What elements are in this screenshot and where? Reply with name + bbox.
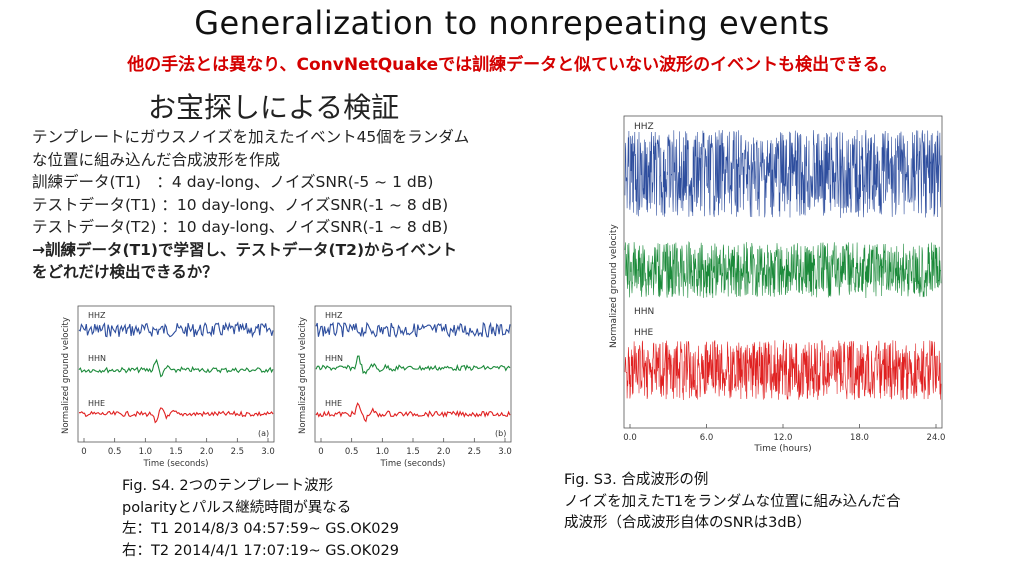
s3-legend-bg-hhn <box>630 304 664 317</box>
caption-line: Fig. S3. 合成波形の例 <box>564 472 709 488</box>
s3-label-hhn: HHN <box>634 307 654 317</box>
caption-line: 左：T1 2014/8/3 04:57:59~ GS.OK029 <box>122 521 399 537</box>
x-tick-label: 12.0 <box>774 433 793 443</box>
figure-s3-caption: Fig. S3. 合成波形の例 ノイズを加えたT1をランダムな位置に組み込んだ合… <box>564 470 901 535</box>
s4b-frame <box>314 305 512 443</box>
s4a-label-hhn: HHN <box>88 354 106 363</box>
s3-label-hhe: HHE <box>634 328 654 338</box>
slide-title: Generalization to nonrepeating events <box>194 4 830 42</box>
s4a-hhn-trace <box>78 358 274 378</box>
x-tick-label: 24.0 <box>927 433 946 443</box>
s3-hhe-trace <box>624 339 942 401</box>
caption-line: 右：T2 2014/4/1 17:07:19~ GS.OK029 <box>122 542 399 559</box>
s4b-hhz-trace <box>315 321 511 339</box>
x-tick-label: 6.0 <box>700 433 714 443</box>
s4b-label-hhz: HHZ <box>325 311 343 320</box>
s3-x-axis: 0.0 6.0 12.0 18.0 24.0 <box>623 424 945 443</box>
s4a-xlabel: Time (seconds) <box>143 459 209 469</box>
s4b-panel-label: (b) <box>495 429 506 438</box>
caption-line: Fig. S4. 2つのテンプレート波形 <box>122 478 334 494</box>
x-tick-label: 1.5 <box>406 447 420 457</box>
x-tick-label: 1.0 <box>376 447 390 457</box>
figure-s4-caption: Fig. S4. 2つのテンプレート波形 polarityとパルス継続時間が異な… <box>122 476 399 562</box>
x-tick-label: 1.0 <box>139 447 153 457</box>
x-tick-label: 0.5 <box>345 447 359 457</box>
body-line: な位置に組み込んだ合成波形を作成 <box>32 150 281 169</box>
s4b-label-hhn: HHN <box>325 354 343 363</box>
s4a-hhe-trace <box>79 407 274 424</box>
s4b-xlabel: Time (seconds) <box>380 459 446 469</box>
x-tick-label: 2.5 <box>231 447 245 457</box>
s3-label-hhz: HHZ <box>634 122 654 132</box>
s4a-x-axis: 0 0.5 1.0 1.5 2.0 2.5 3.0 <box>81 438 275 457</box>
s4b-x-axis: 0 0.5 1.0 1.5 2.0 2.5 3.0 <box>318 438 512 457</box>
x-tick-label: 18.0 <box>850 433 869 443</box>
x-tick-label: 3.0 <box>261 447 275 457</box>
x-tick-label: 1.5 <box>169 447 183 457</box>
x-tick-label: 0.0 <box>623 433 637 443</box>
s3-hhn-trace <box>624 241 942 299</box>
body-line: テストデータ(T1) ：10 day-long、ノイズSNR(-1 ~ 8 dB… <box>32 195 449 214</box>
x-tick-label: 2.5 <box>468 447 482 457</box>
s4b-label-hhe: HHE <box>325 399 342 408</box>
body-line: 訓練データ(T1) ：4 day-long、ノイズSNR(-5 ~ 1 dB) <box>32 173 434 191</box>
s4a-label-hhe: HHE <box>88 399 105 408</box>
conclusion-line: をどれだけ検出できるか？ <box>32 263 218 281</box>
figure-s4-panel-b: Normalized ground velocity HHZ HHN HHE (… <box>298 305 512 469</box>
x-tick-label: 0 <box>318 447 323 457</box>
s4a-panel-label: (a) <box>258 429 269 438</box>
s4a-label-hhz: HHZ <box>88 311 106 320</box>
s4b-ylabel: Normalized ground velocity <box>298 317 308 434</box>
body-text: テンプレートにガウスノイズを加えたイベント45個をランダム な位置に組み込んだ合… <box>32 126 592 284</box>
s3-hhz-trace <box>624 129 942 218</box>
caption-line: 成波形（合成波形自体のSNRは3dB） <box>564 515 812 531</box>
caption-line: polarityとパルス継続時間が異なる <box>122 499 352 516</box>
x-tick-label: 2.0 <box>437 447 451 457</box>
conclusion-line: →訓練データ(T1)で学習し、テストデータ(T2)からイベント <box>32 240 458 259</box>
s4a-ylabel: Normalized ground velocity <box>61 317 71 434</box>
x-tick-label: 3.0 <box>498 447 512 457</box>
body-line: テンプレートにガウスノイズを加えたイベント45個をランダム <box>32 128 470 146</box>
x-tick-label: 0.5 <box>108 447 122 457</box>
s3-legend-bg-hhz <box>630 119 664 132</box>
caption-line: ノイズを加えたT1をランダムな位置に組み込んだ合 <box>564 493 901 510</box>
s4b-hhe-trace <box>315 402 511 423</box>
s3-ylabel: Normalized ground velocity <box>609 224 619 348</box>
s3-legend-bg-hhe <box>630 325 664 338</box>
figure-s3: Normalized ground velocity HHZ HHN HHE 0… <box>609 115 945 454</box>
slide-subtitle: 他の手法とは異なり、ConvNetQuakeでは訓練データと似ていない波形のイベ… <box>127 55 897 75</box>
x-tick-label: 2.0 <box>200 447 214 457</box>
s4b-hhn-trace <box>315 355 511 375</box>
figure-s4-panel-a: Normalized ground velocity HHZ HHN HHE (… <box>61 305 275 469</box>
x-tick-label: 0 <box>81 447 86 457</box>
s3-xlabel: Time (hours) <box>753 444 811 454</box>
section-heading: お宝探しによる検証 <box>148 91 400 124</box>
body-line: テストデータ(T2) ：10 day-long、ノイズSNR(-1 ~ 8 dB… <box>32 218 449 236</box>
s4a-hhz-trace <box>78 321 274 339</box>
